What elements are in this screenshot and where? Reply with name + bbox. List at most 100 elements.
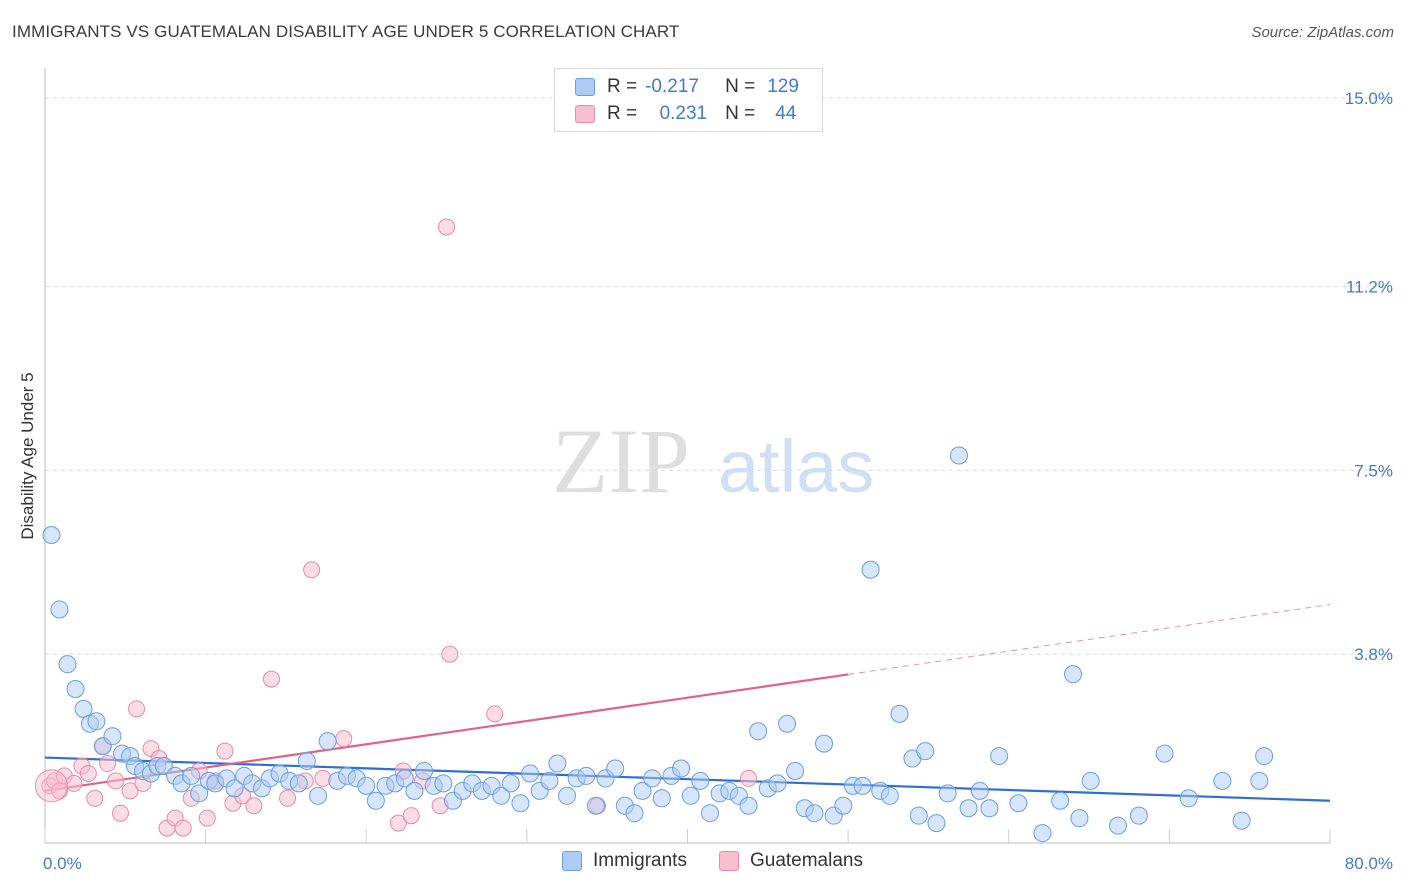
immigrants-point <box>778 714 797 733</box>
immigrants-point <box>1129 806 1148 825</box>
immigrants-point <box>1009 794 1028 813</box>
grid-lines <box>45 97 1390 655</box>
immigrants-r-value: -0.217 <box>645 76 699 97</box>
guatemalans-legend-label: Guatemalans <box>749 850 863 871</box>
guatemalans-point <box>65 774 83 792</box>
x-tick-label: 80.0% <box>1345 854 1393 873</box>
immigrants-point <box>190 784 209 803</box>
immigrants-point <box>916 742 935 761</box>
legend-n-label: N = <box>725 76 756 97</box>
immigrants-point <box>309 786 328 805</box>
immigrants-trend-line <box>44 756 1331 802</box>
immigrants-point <box>853 776 872 795</box>
immigrants-point <box>318 732 337 751</box>
immigrants-point <box>805 804 824 823</box>
immigrants-point <box>1179 789 1198 808</box>
guatemalans-point <box>486 705 504 723</box>
chart-title: IMMIGRANTS VS GUATEMALAN DISABILITY AGE … <box>12 22 680 41</box>
immigrants-point <box>633 781 652 800</box>
immigrants-point <box>890 704 909 723</box>
immigrants-point <box>540 771 559 790</box>
immigrants-point <box>834 796 853 815</box>
immigrants-point <box>949 446 968 465</box>
immigrants-point <box>558 786 577 805</box>
immigrants-point <box>880 786 899 805</box>
immigrants-point <box>434 774 453 793</box>
immigrants-point <box>1250 771 1269 790</box>
series-legend: Immigrants Guatemalans <box>562 850 895 872</box>
immigrants-point <box>182 766 201 785</box>
guatemalans-point <box>438 218 456 236</box>
immigrants-point <box>1033 824 1052 843</box>
immigrants-point <box>50 600 69 619</box>
immigrants-points <box>42 446 1274 843</box>
immigrants-point <box>58 655 77 674</box>
immigrants-point <box>739 796 758 815</box>
immigrants-point <box>395 769 414 788</box>
guatemalans-point <box>303 561 321 579</box>
guatemalans-n-value: 44 <box>775 103 797 124</box>
guatemalans-point <box>111 804 129 822</box>
guatemalans-point <box>279 789 297 807</box>
immigrants-n-value: 129 <box>767 76 799 97</box>
guatemalans-trend-extension <box>848 604 1331 675</box>
immigrants-point <box>700 804 719 823</box>
immigrants-point <box>959 799 978 818</box>
y-tick-label: 7.5% <box>1354 461 1393 480</box>
immigrants-point <box>357 776 376 795</box>
immigrants-point <box>405 781 424 800</box>
guatemalans-point <box>107 772 125 790</box>
guatemalans-point <box>740 769 758 787</box>
watermark-atlas: atlas <box>718 425 874 508</box>
immigrants-point <box>927 814 946 833</box>
watermark: ZIP atlas <box>552 410 874 512</box>
immigrants-point <box>74 699 93 718</box>
immigrants-legend-label: Immigrants <box>593 850 687 871</box>
immigrants-point <box>1213 771 1232 790</box>
guatemalans-point <box>128 700 146 718</box>
immigrants-point <box>938 784 957 803</box>
y-tick-label: 11.2% <box>1346 278 1393 297</box>
immigrants-point <box>586 796 605 815</box>
immigrants-legend-swatch <box>562 851 582 871</box>
axes <box>44 68 1331 844</box>
guatemalans-point <box>441 645 459 663</box>
guatemalans-point <box>335 730 353 748</box>
x-tick-label: 0.0% <box>43 854 82 873</box>
legend-item-guatemalans[interactable]: Guatemalans <box>718 850 863 872</box>
immigrants-point <box>492 786 511 805</box>
immigrants-point <box>511 794 530 813</box>
y-tick-label: 15.0% <box>1345 89 1393 108</box>
immigrants-point <box>681 786 700 805</box>
immigrants-point <box>1064 665 1082 684</box>
legend-n-label: N = <box>725 103 756 124</box>
source-label: Source: ZipAtlas.com <box>1251 24 1394 41</box>
immigrants-point <box>415 761 434 780</box>
y-tick-label: 3.8% <box>1354 645 1393 664</box>
immigrants-point <box>672 759 691 778</box>
guatemalans-point <box>121 782 139 800</box>
guatemalans-point <box>174 819 192 837</box>
immigrants-point <box>501 774 520 793</box>
guatemalans-point <box>314 769 332 787</box>
watermark-zip: ZIP <box>552 410 690 512</box>
immigrants-point <box>1051 791 1070 810</box>
legend-row-guatemalans: R = 0.231 N = 44 <box>575 101 796 127</box>
tick-labels: 3.8% 7.5% 11.2% 15.0% 0.0% 80.0% Disability Ag… <box>18 89 1393 873</box>
guatemalans-point <box>245 797 263 815</box>
immigrants-point <box>786 761 805 780</box>
immigrants-point <box>643 769 662 788</box>
immigrants-swatch <box>575 78 595 96</box>
guatemalans-point <box>79 764 97 782</box>
immigrants-point <box>990 747 1009 766</box>
immigrants-point <box>625 804 644 823</box>
legend-item-immigrants[interactable]: Immigrants <box>562 850 687 872</box>
guatemalans-point <box>262 670 280 688</box>
correlation-legend: R = -0.217 N = 129 R = 0.231 N = 44 <box>554 68 823 132</box>
legend-r-label: R = <box>607 103 638 124</box>
immigrants-point <box>1255 747 1274 766</box>
immigrants-point <box>577 766 596 785</box>
guatemalans-point <box>99 755 117 773</box>
immigrants-point <box>691 771 710 790</box>
